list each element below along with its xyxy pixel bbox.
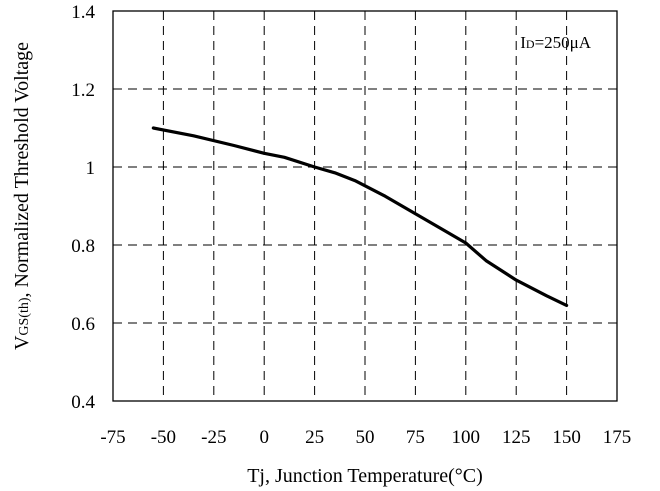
y-tick-label: 0.6	[71, 314, 95, 335]
y-axis-title: VGS(th), Normalized Threshold Voltage	[11, 42, 33, 350]
x-axis-tick-labels: -75 -50 -25 0 25 50 75 100 125 150 175	[100, 427, 631, 448]
plot-area-frame	[112, 10, 618, 402]
y-tick-label: 1	[86, 158, 96, 179]
y-tick-label: 0.4	[71, 392, 95, 413]
x-tick-label: -50	[151, 427, 176, 448]
x-tick-label: 100	[452, 427, 481, 448]
threshold-voltage-curve	[151, 126, 569, 307]
x-tick-label: 50	[356, 427, 375, 448]
y-tick-label: 0.8	[71, 236, 95, 257]
drain-current-annotation: ID=250μA	[520, 33, 592, 52]
x-tick-label: -25	[201, 427, 226, 448]
y-axis-tick-labels: 0.4 0.6 0.8 1 1.2 1.4	[71, 2, 95, 413]
x-tick-label: 0	[259, 427, 269, 448]
x-tick-label: 25	[305, 427, 324, 448]
x-tick-label: -75	[100, 427, 125, 448]
y-tick-label: 1.4	[71, 2, 95, 23]
grid-lines	[113, 11, 617, 401]
x-axis-title: Tj, Junction Temperature(°C)	[247, 465, 483, 487]
x-tick-label: 175	[603, 427, 632, 448]
x-tick-label: 150	[552, 427, 581, 448]
x-tick-label: 75	[406, 427, 425, 448]
y-tick-label: 1.2	[71, 80, 95, 101]
x-tick-label: 125	[502, 427, 531, 448]
